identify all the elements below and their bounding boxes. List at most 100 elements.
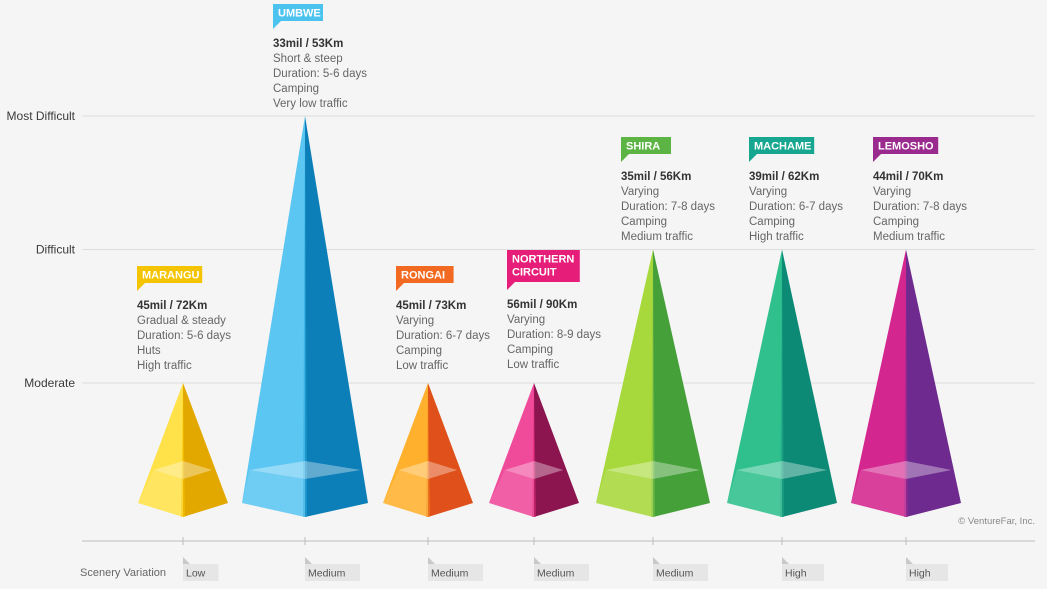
pyramid-level-diamond (153, 461, 213, 479)
scenery-label-bg (534, 564, 589, 581)
tag-pointer (749, 154, 757, 162)
pyramid-right-face (534, 383, 579, 517)
route-detail: Medium traffic (873, 231, 945, 243)
route-detail: Medium traffic (621, 231, 693, 243)
route-name-tag: UMBWE (273, 4, 323, 29)
route-info: 35mil / 56Km Varying Duration: 7-8 days Cam… (621, 171, 715, 243)
pyramid-right-face (653, 249, 710, 517)
route-pyramids (138, 116, 961, 517)
scenery-label-bg (653, 564, 708, 581)
pyramid-edge (303, 116, 307, 517)
pyramid-lemosho (851, 249, 961, 517)
scenery-label: Medium (537, 568, 575, 580)
route-detail: Camping (507, 344, 553, 356)
scenery-label: High (909, 568, 931, 580)
route-detail: Low traffic (396, 360, 448, 372)
pyramid-level-diamond (249, 461, 361, 479)
tag-label: MARANGU (142, 270, 199, 282)
route-distance: 33mil / 53Km (273, 38, 343, 50)
pyramid-shira (596, 249, 710, 517)
route-detail: Duration: 6-7 days (396, 330, 490, 342)
pyramid-umbwe (242, 116, 368, 517)
route-info: 45mil / 72Km Gradual & steady Duration: 5-… (137, 300, 231, 372)
route-name-tag: SHIRA (621, 137, 671, 162)
pyramid-northern-circuit (489, 383, 579, 517)
tag-label: LEMOSHO (878, 141, 934, 153)
pyramid-edge (904, 249, 908, 517)
route-info: 44mil / 70Km Varying Duration: 7-8 days Cam… (873, 171, 967, 243)
pyramid-lower-left (489, 470, 534, 517)
y-tick-label: Most Difficult (7, 109, 76, 123)
x-tick-pointer (782, 557, 789, 564)
pyramid-edge (780, 249, 784, 517)
pyramid-left-face (851, 249, 906, 517)
pyramid-right-face (428, 383, 473, 517)
route-name-tag: RONGAI (396, 266, 454, 291)
route-name-tag: LEMOSHO (873, 137, 939, 162)
route-detail: Low traffic (507, 359, 559, 371)
route-detail: High traffic (137, 360, 192, 372)
pyramid-right-face (906, 249, 961, 517)
pyramid-lower-left (383, 470, 428, 517)
tag-pointer (137, 283, 145, 291)
pyramid-lower-left (851, 470, 906, 517)
route-distance: 45mil / 73Km (396, 300, 466, 312)
scenery-axis: Scenery Variation © VentureFar, Inc. Low… (80, 516, 1035, 581)
x-tick-pointer (428, 557, 435, 564)
pyramid-edge (532, 383, 536, 517)
route-detail: Huts (137, 345, 161, 357)
pyramid-lower-left (596, 470, 653, 517)
tag-pointer (507, 282, 515, 290)
pyramid-level-diamond (860, 461, 952, 479)
tag-label: CIRCUIT (512, 267, 557, 279)
tag-background (273, 4, 323, 21)
route-distance: 35mil / 56Km (621, 171, 691, 183)
route-info: 45mil / 73Km Varying Duration: 6-7 days Cam… (396, 300, 490, 372)
route-name-tag: MARANGU (137, 266, 203, 291)
copyright-text: © VentureFar, Inc. (958, 516, 1035, 527)
route-info-blocks: 45mil / 72Km Gradual & steady Duration: 5-… (137, 38, 967, 372)
pyramid-right-face (782, 249, 837, 517)
pyramid-left-face (383, 383, 428, 517)
tag-background (749, 137, 815, 154)
pyramid-left-face (489, 383, 534, 517)
y-tick-label: Moderate (24, 376, 75, 390)
pyramid-level-diamond (736, 461, 828, 479)
tag-background (396, 266, 454, 283)
scenery-label: Medium (656, 568, 694, 580)
pyramid-left-face (596, 249, 653, 517)
route-detail: Duration: 6-7 days (749, 201, 843, 213)
pyramid-edge (651, 249, 655, 517)
pyramid-left-face (242, 116, 305, 517)
pyramid-left-face (138, 383, 183, 517)
route-info: 56mil / 90Km Varying Duration: 8-9 days Cam… (507, 299, 601, 371)
pyramid-left-face (727, 249, 782, 517)
route-detail: Camping (273, 83, 319, 95)
pyramid-right-face (305, 116, 368, 517)
pyramid-edge (181, 383, 185, 517)
scenery-label: Medium (431, 568, 469, 580)
x-axis-title: Scenery Variation (80, 567, 166, 579)
scenery-label-bg (906, 564, 948, 581)
scenery-label: Low (186, 568, 206, 580)
scenery-label-bg (305, 564, 360, 581)
route-detail: Varying (507, 314, 545, 326)
route-detail: Duration: 5-6 days (273, 68, 367, 80)
tag-label: NORTHERN (512, 254, 574, 266)
route-detail: Camping (621, 216, 667, 228)
route-detail: Camping (873, 216, 919, 228)
tag-background (507, 250, 580, 282)
pyramid-rongai (383, 383, 473, 517)
route-detail: Camping (749, 216, 795, 228)
tag-background (873, 137, 939, 154)
tag-pointer (273, 21, 281, 29)
pyramid-marangu (138, 383, 228, 517)
tag-label: UMBWE (278, 8, 321, 20)
y-axis-labels: Moderate Difficult Most Difficult (7, 109, 76, 390)
route-distance: 45mil / 72Km (137, 300, 207, 312)
pyramid-edge (426, 383, 430, 517)
route-info: 39mil / 62Km Varying Duration: 6-7 days Cam… (749, 171, 843, 243)
